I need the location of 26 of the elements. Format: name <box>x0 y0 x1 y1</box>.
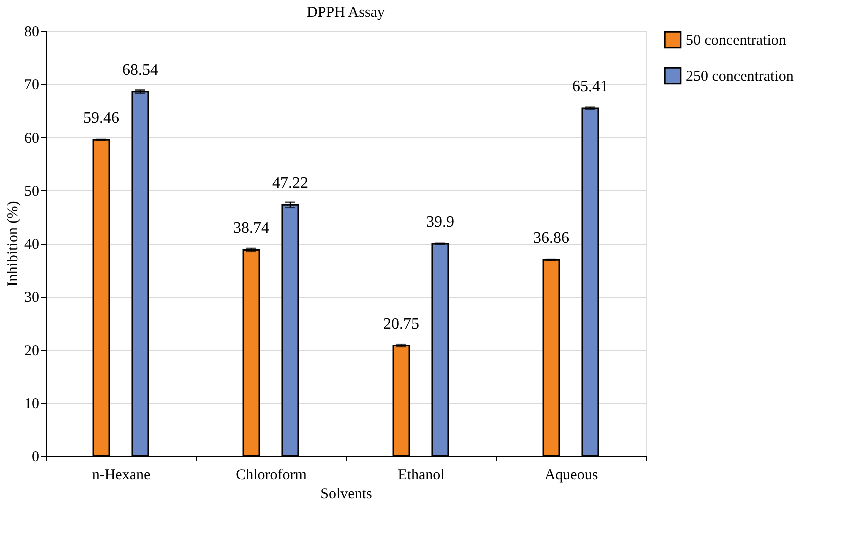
y-axis-title: Inhibition (%) <box>6 201 22 287</box>
y-tick-label: 60 <box>24 130 40 147</box>
data-label: 20.75 <box>384 316 420 333</box>
chart-title: DPPH Assay <box>307 5 386 21</box>
y-tick-label: 10 <box>24 396 40 412</box>
x-tick-label: Ethanol <box>398 468 445 484</box>
data-label: 39.9 <box>426 214 454 232</box>
data-label: 38.74 <box>234 220 270 238</box>
legend-label: 50 concentration <box>686 33 787 49</box>
data-label: 68.54 <box>122 62 158 79</box>
x-tick-label: Aqueous <box>544 468 598 484</box>
legend-label: 250 concentration <box>686 69 794 85</box>
data-label: 59.46 <box>84 110 120 128</box>
data-label: 47.22 <box>272 175 308 192</box>
y-tick-label: 50 <box>24 184 40 200</box>
y-tick-label: 0 <box>32 450 40 466</box>
y-tick-label: 40 <box>24 237 40 253</box>
x-tick-label: n-Hexane <box>92 468 151 484</box>
x-tick-label: Chloroform <box>236 468 308 484</box>
data-label: 36.86 <box>534 230 570 248</box>
data-label: 65.41 <box>572 78 608 96</box>
y-tick-label: 30 <box>24 290 40 306</box>
x-axis-title: Solvents <box>320 486 372 502</box>
y-tick-label: 20 <box>24 343 40 360</box>
y-tick-label: 70 <box>24 78 40 94</box>
y-tick-label: 80 <box>24 24 40 40</box>
